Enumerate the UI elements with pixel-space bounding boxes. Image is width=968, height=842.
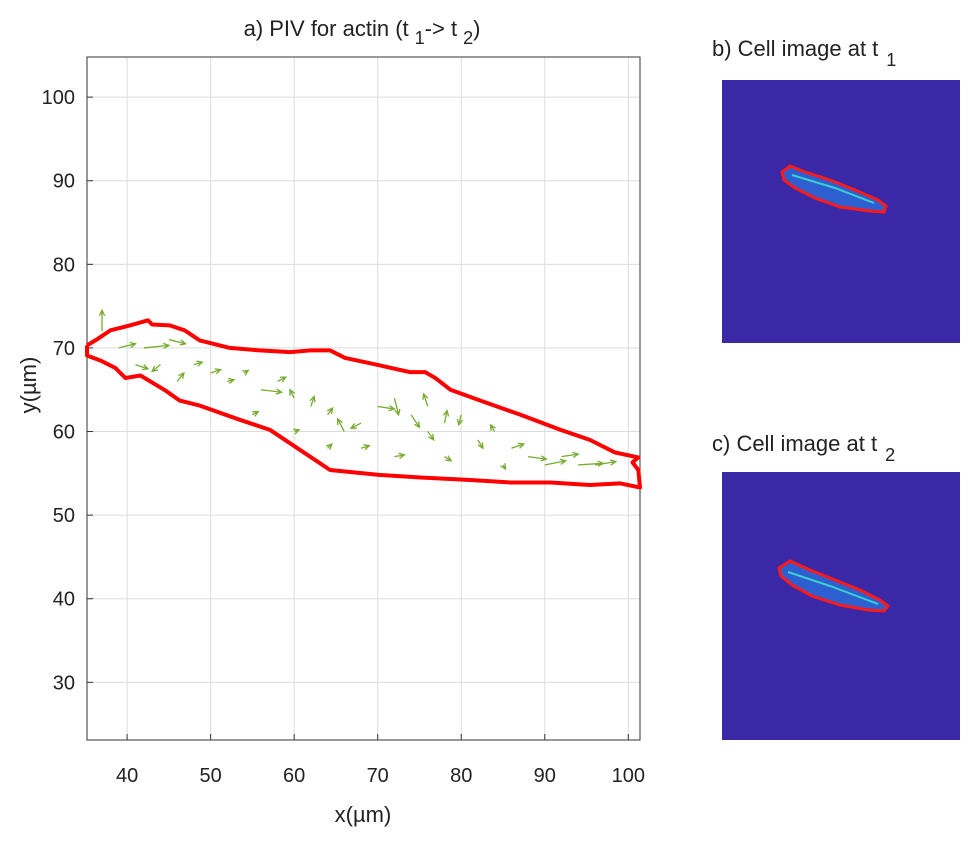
y-tick-label: 80: [53, 254, 75, 276]
flow-arrow: [227, 377, 236, 385]
flow-arrow: [349, 422, 362, 429]
flow-arrow: [289, 388, 296, 399]
flow-arrow: [444, 455, 453, 462]
x-tick-label: 80: [450, 765, 472, 787]
flow-arrow: [277, 376, 288, 383]
y-tick-label: 70: [53, 338, 75, 360]
x-axis-label: x(µm): [335, 802, 392, 827]
flow-arrow: [293, 428, 301, 435]
cell-outline: [85, 318, 642, 490]
x-tick-label: 40: [116, 765, 138, 787]
panel-title-sub: 2: [885, 445, 895, 465]
title-part: -> t: [425, 16, 457, 41]
flow-arrow: [456, 414, 464, 427]
x-tick-label: 70: [367, 765, 389, 787]
title-sub: 1: [415, 28, 425, 48]
panel-title: c) Cell image at t 2: [712, 431, 895, 465]
x-tick-label: 90: [534, 765, 556, 787]
flow-arrow: [193, 360, 204, 367]
flow-arrow: [252, 410, 260, 417]
flow-arrow: [427, 431, 435, 442]
title-part: a) PIV for actin (t: [244, 16, 409, 41]
flow-arrow: [210, 368, 223, 375]
x-tick-label: 100: [612, 765, 645, 787]
y-tick-label: 30: [53, 672, 75, 694]
y-tick-label: 60: [53, 422, 75, 444]
flow-arrow: [309, 394, 316, 407]
flow-arrow: [422, 392, 429, 407]
flow-arrow: [143, 342, 171, 350]
y-tick-label: 40: [53, 589, 75, 611]
x-tick-label: 60: [283, 765, 305, 787]
y-tick-label: 100: [42, 87, 75, 109]
flow-arrow: [98, 308, 106, 332]
flow-arrow: [544, 458, 568, 466]
plot-frame: [86, 56, 641, 741]
flow-arrow: [500, 463, 507, 471]
panel-title-text: c) Cell image at t: [712, 431, 877, 456]
panel-title: b) Cell image at t 1: [712, 36, 896, 70]
flow-arrow: [336, 417, 345, 432]
flow-arrow: [410, 414, 421, 429]
flow-arrow: [150, 364, 161, 373]
flow-arrow: [477, 439, 484, 450]
flow-arrow: [326, 406, 334, 416]
flow-arrow: [377, 405, 396, 412]
title-part: ): [473, 16, 480, 41]
flow-arrow: [360, 444, 371, 451]
flow-arrow: [168, 338, 188, 346]
cell-image: [722, 80, 960, 343]
flow-arrow: [118, 341, 137, 349]
chart-title: a) PIV for actin (t 1-> t 2): [244, 16, 481, 48]
flow-arrow: [561, 451, 580, 459]
flow-arrow: [242, 369, 250, 376]
title-sub: 2: [463, 28, 473, 48]
flow-arrow: [325, 443, 333, 450]
cell-edge: [787, 571, 879, 605]
flow-arrow: [442, 409, 450, 424]
flow-arrow: [527, 455, 548, 462]
y-axis-label: y(µm): [16, 357, 41, 414]
flow-arrow: [511, 442, 526, 449]
flow-arrow: [260, 388, 284, 395]
y-tick-label: 50: [53, 505, 75, 527]
flow-arrow: [394, 452, 406, 459]
flow-arrow: [135, 364, 150, 371]
flow-arrow: [176, 371, 185, 382]
flow-arrow: [393, 397, 401, 417]
cell-shape: [780, 164, 888, 214]
y-tick-label: 90: [53, 171, 75, 193]
flow-arrow: [489, 423, 496, 432]
panel-title-sub: 1: [886, 50, 896, 70]
x-tick-label: 50: [200, 765, 222, 787]
flow-arrow: [594, 459, 618, 466]
cell-edge: [791, 174, 875, 204]
panel-title-text: b) Cell image at t: [712, 36, 878, 61]
